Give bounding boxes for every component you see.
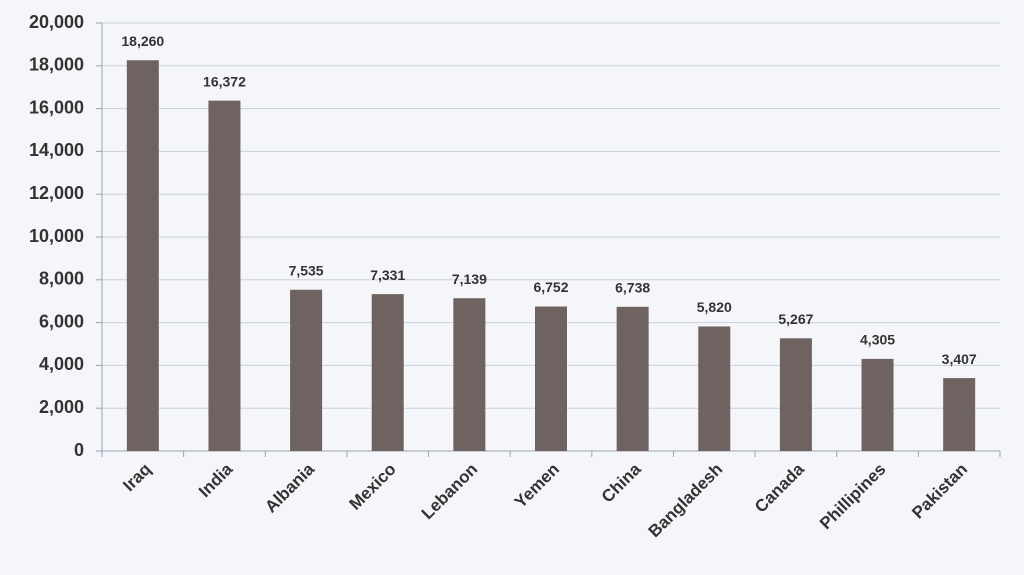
- y-tick-label: 0: [74, 440, 84, 460]
- bar: [208, 100, 241, 452]
- y-tick-label: 2,000: [39, 397, 84, 417]
- y-tick-label: 20,000: [29, 12, 84, 32]
- bar: [616, 306, 649, 451]
- y-tick-label: 16,000: [29, 97, 84, 117]
- value-label: 16,372: [203, 73, 246, 89]
- y-tick-label: 4,000: [39, 354, 84, 374]
- y-tick-label: 10,000: [29, 226, 84, 246]
- value-label: 7,139: [452, 271, 487, 287]
- y-tick-label: 14,000: [29, 140, 84, 160]
- bar: [126, 60, 159, 452]
- value-label: 18,260: [121, 33, 164, 49]
- value-label: 7,331: [370, 267, 405, 283]
- value-label: 7,535: [289, 262, 324, 278]
- bar: [453, 298, 486, 451]
- y-tick-label: 12,000: [29, 183, 84, 203]
- y-tick-label: 18,000: [29, 55, 84, 75]
- bar: [779, 338, 812, 451]
- bar: [861, 358, 894, 451]
- value-label: 6,752: [533, 279, 568, 295]
- value-label: 3,407: [942, 351, 977, 367]
- bar: [290, 289, 323, 451]
- y-tick-label: 6,000: [39, 311, 84, 331]
- bar: [535, 306, 567, 451]
- value-label: 6,738: [615, 280, 650, 296]
- y-tick-label: 8,000: [39, 269, 84, 289]
- bar: [943, 378, 976, 451]
- bar: [371, 294, 404, 451]
- value-label: 5,820: [697, 299, 732, 315]
- value-label: 4,305: [860, 332, 895, 348]
- value-label: 5,267: [778, 311, 813, 327]
- bar: [698, 326, 731, 451]
